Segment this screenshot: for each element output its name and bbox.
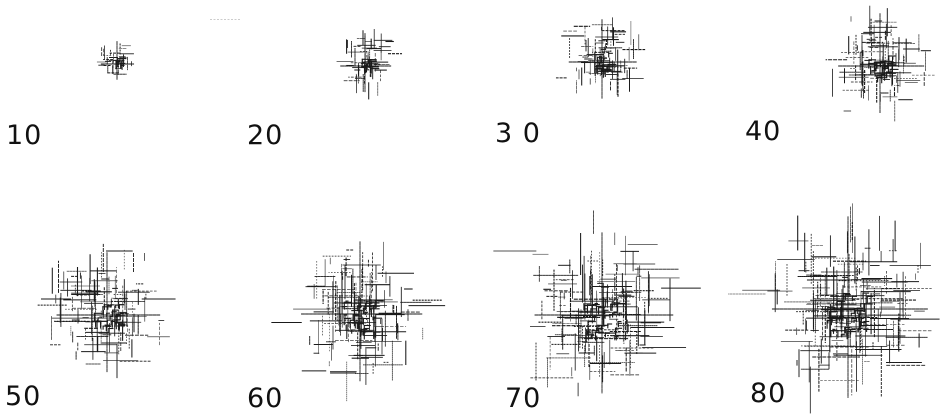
branching-pattern	[825, 5, 935, 123]
branching-pattern	[336, 29, 403, 100]
panel-4: 40	[705, 0, 940, 208]
branching-pattern	[555, 17, 646, 99]
panel-label: 40	[745, 116, 782, 147]
branching-pattern	[728, 203, 940, 414]
panel-6: 60	[235, 208, 470, 416]
panel-label: 60	[247, 383, 284, 414]
branching-pattern	[493, 210, 701, 397]
panel-label: 80	[750, 378, 787, 409]
panel-5: 50	[0, 208, 235, 416]
panel-label: 70	[505, 383, 542, 414]
panel-8: 80	[705, 203, 940, 416]
panel-3: 3 0	[470, 0, 705, 208]
branching-pattern	[271, 241, 446, 402]
branching-pattern	[35, 243, 176, 379]
panel-1: 10	[0, 0, 235, 208]
panel-7: 70	[470, 208, 705, 416]
panel-label: 20	[247, 120, 284, 151]
branching-pattern	[96, 41, 135, 80]
panel-2: 20	[235, 0, 470, 208]
panel-label: 10	[6, 120, 43, 151]
panel-label: 50	[5, 381, 42, 412]
panel-label: 3 0	[495, 118, 541, 149]
stray-mark	[210, 19, 240, 20]
